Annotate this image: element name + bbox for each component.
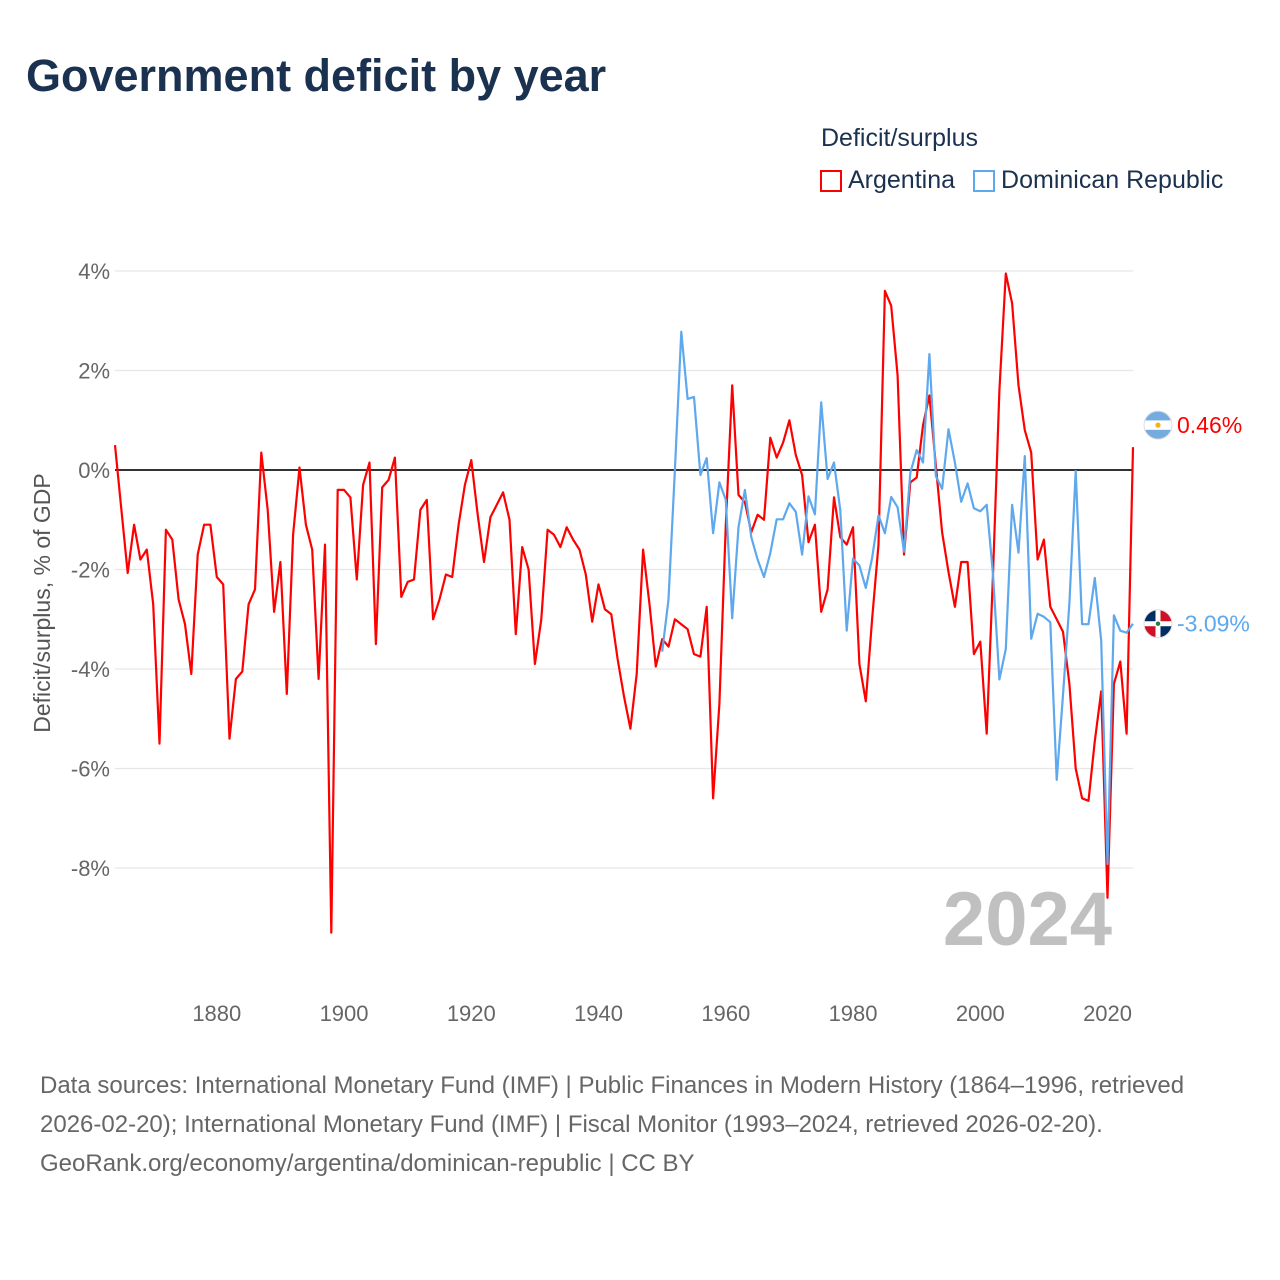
end-labels: 0.46% -3.09% <box>1143 410 1250 639</box>
y-tick-label: 2% <box>78 359 110 384</box>
legend-swatch-argentina <box>820 169 842 192</box>
legend-item-dominican-republic[interactable]: Dominican Republic <box>973 166 1223 195</box>
argentina-flag-icon <box>1143 410 1173 440</box>
series-line-argentina[interactable] <box>113 272 1135 934</box>
series-lines <box>113 272 1135 934</box>
legend-item-argentina[interactable]: Argentina <box>820 166 955 195</box>
y-axis-label: Deficit/surplus, % of GDP <box>29 473 55 732</box>
series-line-dominican-republic[interactable] <box>661 330 1134 866</box>
legend-title: Deficit/surplus <box>821 124 978 152</box>
x-tick-label: 1900 <box>320 1001 369 1026</box>
y-tick-label: -2% <box>71 558 110 583</box>
legend-label: Argentina <box>848 166 956 194</box>
y-tick-label: -8% <box>71 856 110 881</box>
x-axis-ticks: 1880 1900 1920 1940 1960 1980 2000 2020 <box>192 1001 1132 1026</box>
y-tick-label: 4% <box>78 259 110 284</box>
data-sources: Data sources: International Monetary Fun… <box>40 1072 1185 1138</box>
line-chart: 4%2%0%-2%-4%-6%-8% 1880 1900 1920 1940 1960 1… <box>29 259 1250 1026</box>
x-tick-label: 1920 <box>447 1001 496 1026</box>
footer: Data sources: International Monetary Fun… <box>40 1066 1240 1183</box>
y-tick-label: -4% <box>71 657 110 682</box>
y-tick-label: -6% <box>71 757 110 782</box>
dominican-republic-flag-icon <box>1143 609 1173 639</box>
year-watermark: 2024 <box>943 877 1112 962</box>
credit-link[interactable]: GeoRank.org/economy/argentina/dominican-… <box>40 1150 695 1177</box>
x-tick-label: 1940 <box>574 1001 623 1026</box>
x-tick-label: 2000 <box>956 1001 1005 1026</box>
y-tick-label: 0% <box>78 458 110 483</box>
end-value-label: -3.09% <box>1177 611 1250 637</box>
legend-swatch-dominican-republic <box>973 169 996 192</box>
x-tick-label: 2020 <box>1083 1001 1132 1026</box>
x-tick-label: 1960 <box>701 1001 750 1026</box>
x-tick-label: 1880 <box>192 1001 241 1026</box>
legend-label: Dominican Republic <box>1001 166 1224 194</box>
x-tick-label: 1980 <box>829 1001 878 1026</box>
end-value-label: 0.46% <box>1177 412 1242 438</box>
gridlines <box>115 270 1133 869</box>
legend: Argentina Dominican Republic <box>820 166 1223 195</box>
chart-title: Government deficit by year <box>26 50 607 101</box>
y-axis-ticks: 4% 2% 0% -2% -4% -6% -8% <box>71 259 110 881</box>
